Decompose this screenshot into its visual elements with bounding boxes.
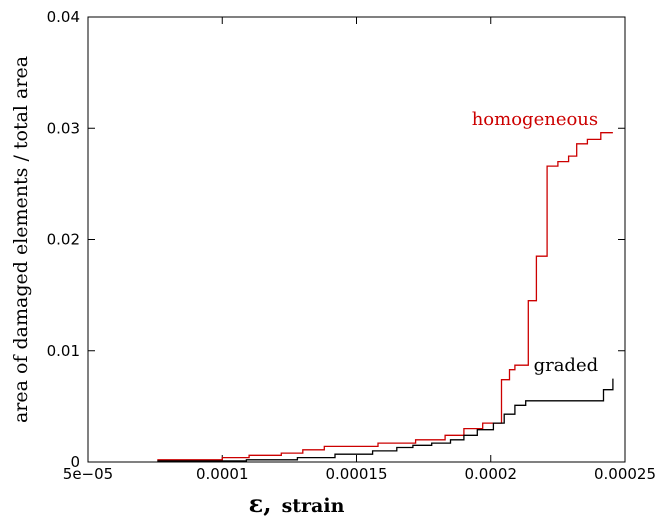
- tick-labels: 5e−05 0.0001 0.00015 0.0002 0.00025 0 0.01 0.02…: [47, 8, 656, 483]
- x-tick-label: 0.00015: [325, 465, 387, 483]
- series-line-graded: [157, 378, 614, 462]
- x-axis-label-symbol: ε,: [249, 489, 272, 518]
- y-tick-label: 0.02: [47, 231, 80, 249]
- x-tick-label: 0.0001: [196, 465, 249, 483]
- y-axis-label: area of damaged elements / total area: [10, 56, 32, 423]
- y-tick-label: 0.01: [47, 342, 80, 360]
- y-tick-label: 0.03: [47, 119, 80, 137]
- series-layer: [157, 132, 614, 462]
- y-tick-label: 0: [70, 453, 80, 471]
- x-tick-label: 0.0002: [465, 465, 518, 483]
- x-tick-label: 5e−05: [63, 465, 113, 483]
- x-axis-label-text: strain: [282, 495, 345, 517]
- x-tick-label: 0.00025: [594, 465, 656, 483]
- plot-frame: [87, 16, 626, 463]
- annotation-graded: graded: [534, 355, 599, 376]
- annotations: homogeneous graded: [472, 109, 598, 376]
- annotation-homogeneous: homogeneous: [472, 109, 598, 130]
- y-tick-label: 0.04: [47, 8, 80, 26]
- axis-ticks: [87, 16, 626, 463]
- x-axis-label: ε, strain: [249, 489, 345, 518]
- series-line-homogeneous: [157, 132, 613, 461]
